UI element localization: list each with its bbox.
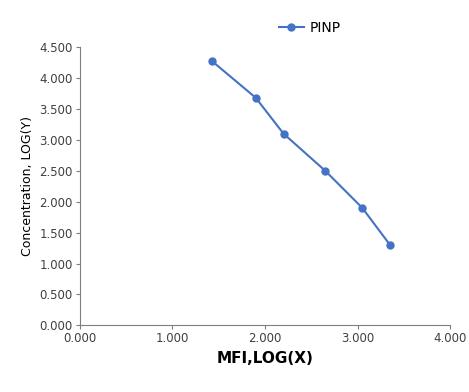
PINP — [280, 131, 286, 136]
Line: PINP: PINP — [209, 58, 393, 249]
PINP — [387, 243, 393, 247]
Legend: PINP: PINP — [276, 18, 343, 37]
PINP — [209, 59, 215, 64]
Y-axis label: Concentration, LOG(Y): Concentration, LOG(Y) — [21, 116, 34, 256]
PINP — [359, 205, 365, 210]
PINP — [322, 169, 328, 173]
PINP — [253, 95, 258, 100]
X-axis label: MFI,LOG(X): MFI,LOG(X) — [217, 351, 313, 366]
